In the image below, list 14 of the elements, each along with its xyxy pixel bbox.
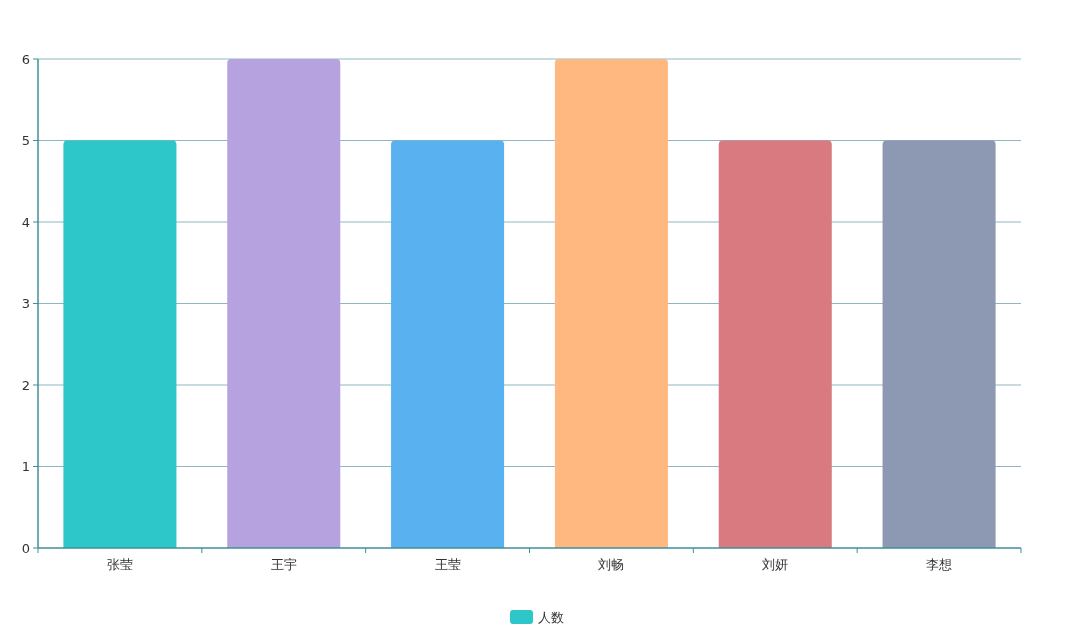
x-tick-label: 刘畅	[598, 556, 625, 572]
y-tick-label: 5	[21, 133, 30, 149]
y-tick-label: 6	[21, 51, 30, 67]
x-tick-label: 王莹	[434, 556, 461, 572]
y-tick-label: 0	[21, 540, 30, 556]
x-tick-label: 刘妍	[762, 556, 789, 572]
y-tick-label: 3	[21, 296, 30, 312]
x-tick-label: 王宇	[270, 556, 297, 572]
y-tick-label: 1	[21, 459, 30, 475]
legend-label: 人数	[538, 609, 564, 625]
y-tick-label: 4	[21, 214, 30, 230]
y-tick-label: 2	[21, 377, 30, 393]
x-tick-label: 张莹	[106, 556, 133, 572]
x-tick-label: 李想	[926, 556, 953, 572]
